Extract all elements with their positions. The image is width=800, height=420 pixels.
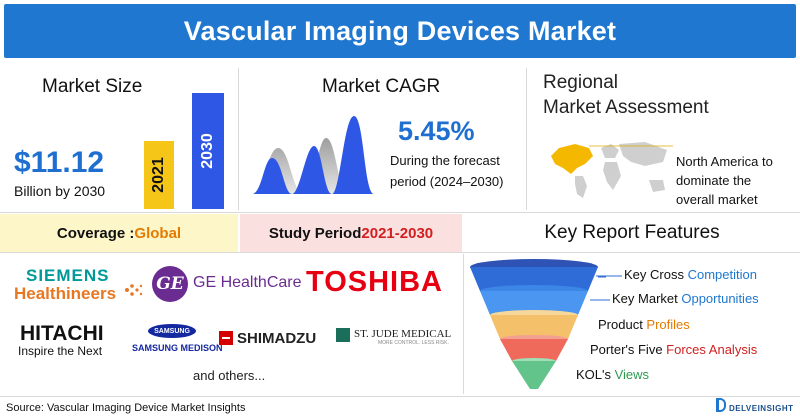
divider [0,212,800,213]
regional-note-line1: North America to [676,154,773,169]
ge-healthcare-logo-text: GE HealthCare [193,274,302,291]
st-jude-icon [336,328,350,342]
others-text: and others... [193,368,266,383]
feature-item: Product Profiles [598,317,690,332]
title-banner: Vascular Imaging Devices Market [4,4,796,58]
feature-item: Key Market Opportunities [612,291,759,306]
market-size-value: $11.12 [14,146,105,179]
world-map-icon [551,142,673,198]
hitachi-logo: HITACHI [20,322,104,345]
hitachi-tagline: Inspire the Next [18,344,103,358]
st-jude-logo: ST. JUDE MEDICAL [354,328,452,340]
regional-title-line2: Market Assessment [543,97,709,118]
regional-note: North America to dominate the overall ma… [676,152,773,209]
toshiba-logo: TOSHIBA [306,266,443,298]
feature-highlight: Views [614,367,650,382]
bar-2021: 2021 [144,141,174,209]
key-features-label: Key Report Features [544,222,720,243]
feature-highlight: Forces Analysis [666,342,758,357]
feature-item: Key Cross Competition [624,267,757,282]
feature-highlight: Competition [687,267,757,282]
study-period-strip: Study Period 2021-2030 [240,214,462,252]
bar-2021-label: 2021 [150,157,167,193]
divider [463,254,464,394]
regional-note-line2: dominate the [676,173,752,188]
shimadzu-icon [219,331,233,345]
feature-highlight: Opportunities [681,291,759,306]
cagr-forecast-text: During the forecast [390,153,500,168]
coverage-value: Global [134,224,182,242]
bar-2030: 2030 [192,93,224,209]
cagr-value: 5.45% [398,116,475,146]
features-funnel-icon [470,259,606,389]
regional-note-line3: overall market [676,192,758,207]
source-text: Source: Vascular Imaging Device Market I… [6,402,246,414]
feature-prefix: Porter's Five [590,342,667,357]
page-title: Vascular Imaging Devices Market [183,15,617,46]
study-period-label: Study Period [268,224,362,242]
cagr-title: Market CAGR [322,76,441,97]
feature-prefix: Key Cross [624,267,688,282]
cagr-wave-icon [252,116,374,194]
key-features-title: Key Report Features [464,214,800,252]
divider [238,68,239,210]
ge-monogram-icon: GE [152,266,188,302]
connector-lines [590,275,622,301]
healthineers-logo-text: Healthineers [14,284,117,303]
divider [526,68,527,210]
feature-prefix: Key Market [612,291,682,306]
samsung-logo: SAMSUNG [148,324,196,338]
samsung-medison-text: SAMSUNG MEDISON [132,343,223,353]
divider [0,252,800,253]
feature-item: KOL's Views [576,367,649,382]
shimadzu-logo: SHIMADZU [237,330,317,347]
feature-highlight: Profiles [646,317,690,332]
st-jude-tagline: MORE CONTROL. LESS RISK. [378,340,449,346]
feature-prefix: KOL's [576,367,615,382]
market-size-subtitle: Billion by 2030 [14,183,106,199]
siemens-dots-icon [125,284,143,296]
cagr-period-text: period (2024–2030) [390,174,504,189]
feature-prefix: Product [598,317,647,332]
divider [0,396,800,397]
bar-2030-label: 2030 [199,133,216,169]
study-period-value: 2021-2030 [361,224,434,242]
siemens-logo-text: SIEMENS [26,266,110,285]
delveinsight-logo-text: DELVEINSIGHT [729,404,794,413]
market-size-title: Market Size [42,76,143,97]
feature-item: Porter's Five Forces Analysis [590,342,757,357]
coverage-strip: Coverage : Global [0,214,238,252]
coverage-label: Coverage : [56,224,135,242]
regional-title-line1: Regional [543,72,618,93]
header: Vascular Imaging Devices Market [0,0,800,62]
delveinsight-logo-icon [716,398,726,412]
